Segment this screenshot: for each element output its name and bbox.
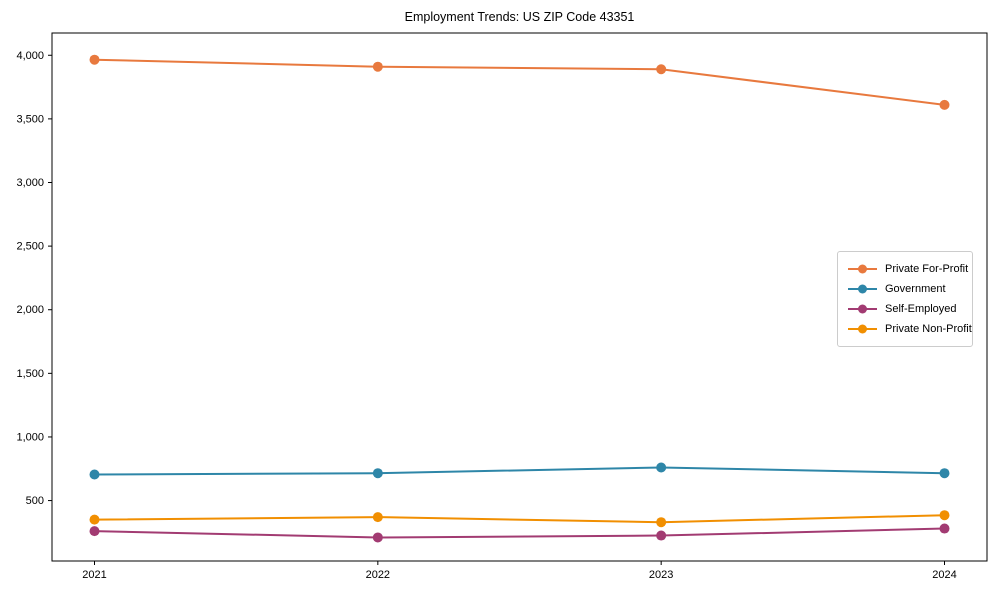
x-tick-label: 2024 [932,569,956,581]
y-tick-label: 3,500 [16,113,44,125]
legend-item: Self-Employed [847,299,964,319]
data-point-marker [89,469,100,480]
y-tick-label: 2,000 [16,304,44,316]
legend-item: Private For-Profit [847,259,968,279]
legend-label: Self-Employed [885,303,957,315]
data-point-marker [372,512,383,523]
legend: Private For-Profit Government Self-Employe… [837,251,973,347]
legend-line-marker-icon [848,304,877,314]
legend-label: Private Non-Profit [885,323,972,335]
data-point-marker [656,64,667,75]
y-tick-label: 4,000 [16,50,44,62]
data-point-marker [372,532,383,543]
y-tick-label: 1,500 [16,368,44,380]
legend-line-marker-icon [848,264,877,274]
chart-title: Employment Trends: US ZIP Code 43351 [404,10,635,24]
data-point-marker [89,54,100,65]
legend-line-marker-icon [848,284,877,294]
data-point-marker [89,526,100,537]
axes-spines [51,32,988,562]
data-point-marker [656,462,667,473]
data-point-marker [939,99,950,110]
legend-line-marker-icon [848,324,877,334]
x-tick-label: 2022 [366,569,390,581]
x-tick-label: 2023 [649,569,673,581]
legend-item: Government [847,279,964,299]
y-tick-label: 500 [26,495,44,507]
legend-label: Private For-Profit [885,263,969,275]
x-tick-label: 2021 [82,569,106,581]
series-line-private-non-profit [93,514,946,524]
series-line-self-employed [93,527,946,539]
data-point-marker [656,530,667,541]
data-point-marker [372,468,383,479]
series-line-private-for-profit [93,58,946,106]
legend-item: Private Non-Profit [847,319,972,339]
data-point-marker [939,523,950,534]
data-point-marker [89,514,100,525]
data-point-marker [656,517,667,528]
series-line-government [93,466,946,476]
y-tick-label: 3,000 [16,177,44,189]
data-point-marker [372,61,383,72]
data-point-marker [939,468,950,479]
y-tick-label: 2,500 [16,241,44,253]
y-tick-label: 1,000 [16,431,44,443]
legend-label: Government [885,283,946,295]
data-point-marker [939,510,950,521]
